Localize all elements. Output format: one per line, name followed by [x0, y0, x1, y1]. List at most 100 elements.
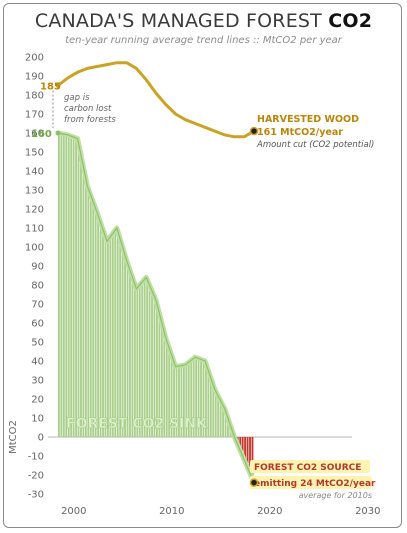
sink-bar: [75, 137, 77, 437]
y-tick-label: 0: [38, 433, 44, 444]
sink-bar: [84, 174, 87, 437]
sink-bar: [202, 360, 205, 437]
sink-bar: [187, 362, 190, 437]
sink-start-label: 160: [31, 129, 52, 140]
sink-bar: [173, 359, 175, 437]
x-tick-label: 2020: [257, 506, 282, 517]
source-value-highlight: [250, 476, 372, 489]
sink-bar: [195, 357, 198, 437]
y-tick-label: 10: [31, 414, 44, 425]
sink-bar: [153, 294, 156, 437]
source-bar: [244, 437, 247, 460]
source-value-prefix: emitting: [254, 479, 300, 489]
sink-bar: [107, 241, 109, 437]
sink-bar: [143, 280, 146, 437]
harvest-start-dot: [55, 83, 61, 88]
harvest-note: Amount cut (CO2 potential): [256, 140, 374, 150]
y-tick-label: 70: [31, 300, 44, 311]
sink-bar: [77, 138, 80, 437]
sink-bar: [102, 227, 104, 437]
y-tick-label: -30: [28, 490, 44, 501]
sink-bar: [62, 133, 65, 437]
sink-bar: [160, 319, 163, 437]
sink-bar: [80, 150, 82, 437]
source-bar: [246, 437, 249, 466]
source-bar: [249, 437, 251, 472]
x-tick-label: 2000: [61, 506, 86, 517]
sink-bar: [97, 212, 100, 437]
harvest-series-line: [56, 61, 256, 139]
gap-note-line: gap is: [64, 93, 90, 103]
sink-label: FOREST CO2 SINK: [66, 416, 208, 432]
sink-bar: [190, 361, 193, 437]
source-value: emitting 24 MtCO2/year: [254, 479, 376, 489]
sink-bar: [222, 403, 224, 437]
y-tick-label: 140: [25, 167, 44, 178]
source-end-dot: [249, 478, 259, 487]
chart-title: CANADA'S MANAGED FOREST CO2: [4, 10, 401, 32]
sink-series-edge: [57, 132, 255, 483]
harvest-title: HARVESTED WOOD: [257, 114, 359, 125]
y-tick-label: 180: [25, 91, 44, 102]
sink-bar: [207, 368, 210, 437]
sink-bar: [209, 375, 212, 437]
source-value-number: 24 MtCO2/year: [300, 479, 376, 489]
sink-bar: [146, 277, 149, 437]
sink-bar: [192, 359, 195, 437]
sink-bar: [205, 361, 207, 437]
y-axis-label: MtCO2: [8, 420, 19, 454]
sink-bar: [138, 285, 141, 437]
source-title: FOREST CO2 SOURCE: [254, 463, 361, 473]
sink-bar: [141, 283, 144, 437]
sink-bar: [175, 366, 178, 437]
gap-note-line: from forests: [64, 115, 116, 125]
sink-bar: [212, 382, 215, 437]
sink-bar: [185, 364, 188, 437]
sink-start-dot: [55, 130, 61, 136]
sink-bar: [224, 408, 227, 437]
y-tick-label: 120: [25, 205, 44, 216]
sink-bar: [119, 236, 122, 437]
sink-bar: [151, 288, 153, 437]
sink-bar: [197, 358, 200, 437]
y-tick-label: 200: [25, 53, 44, 64]
sink-bar: [217, 394, 220, 437]
sink-bar: [200, 359, 202, 437]
y-tick-label: 30: [31, 376, 44, 387]
sink-bar: [87, 186, 90, 437]
sink-bar: [170, 352, 173, 437]
title-main: CANADA'S MANAGED FOREST: [34, 10, 329, 32]
sink-bar: [104, 234, 107, 437]
sink-bar: [168, 345, 171, 437]
y-tick-label: -20: [28, 471, 44, 482]
y-tick-label: 50: [31, 338, 44, 349]
y-tick-label: 60: [31, 319, 44, 330]
y-tick-label: 160: [25, 129, 44, 140]
sink-bar: [60, 133, 63, 437]
harvest-end-dot: [249, 126, 259, 136]
sink-bar: [180, 365, 183, 437]
sink-bar: [111, 234, 114, 437]
sink-bar: [92, 199, 95, 437]
sink-bar: [129, 267, 131, 437]
sink-bar: [114, 231, 117, 437]
sink-bar: [116, 228, 119, 437]
sink-bar: [131, 274, 134, 437]
sink-bar: [99, 219, 102, 437]
source-bar: [241, 437, 244, 455]
sink-bar: [136, 288, 139, 437]
sink-bar: [109, 237, 112, 437]
x-tick-label: 2030: [355, 506, 380, 517]
sink-bar: [182, 365, 185, 437]
y-tick-label: 40: [31, 357, 44, 368]
source-note: average for 2010s: [299, 491, 372, 500]
title-bold: CO2: [328, 10, 373, 32]
gap-note-line: carbon lost: [64, 104, 112, 114]
y-tick-label: 130: [25, 186, 44, 197]
sink-bar: [219, 399, 222, 437]
harvest-start-label: 185: [40, 82, 61, 93]
y-tick-label: 190: [25, 72, 44, 83]
source-bar: [239, 437, 242, 449]
sink-bar: [178, 366, 180, 437]
